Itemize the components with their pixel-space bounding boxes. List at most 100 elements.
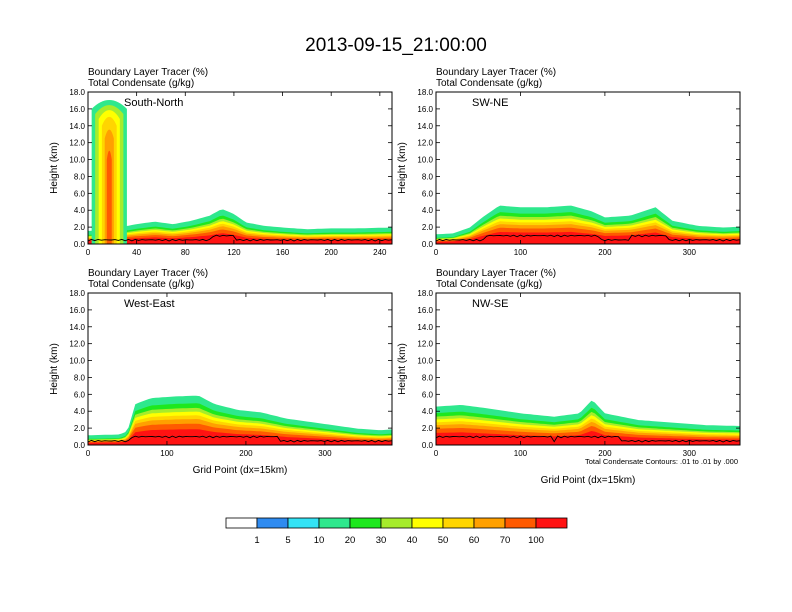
colorbar: 1 5 10 20 30 40 50 60 70 100 (225, 517, 568, 546)
x-tick-label: 0 (434, 449, 439, 458)
y-tick-label: 0.0 (74, 240, 86, 249)
y-tick-label: 14.0 (69, 323, 85, 332)
panel-subtitle: Total Condensate (g/kg) (88, 78, 194, 89)
x-tick-label: 100 (160, 449, 174, 458)
colorbar-label: 20 (345, 535, 356, 546)
x-tick-label: 100 (514, 248, 528, 257)
x-tick-label: 300 (318, 449, 332, 458)
y-tick-label: 10.0 (417, 156, 433, 165)
x-axis-label: Grid Point (dx=15km) (541, 475, 636, 486)
field-layer (436, 205, 740, 244)
panel-1: Boundary Layer Tracer (%)Total Condensat… (49, 67, 393, 257)
x-tick-label: 200 (598, 248, 612, 257)
x-tick-label: 0 (86, 449, 91, 458)
y-tick-label: 8.0 (74, 172, 86, 181)
colorbar-box (287, 517, 320, 529)
y-tick-label: 2.0 (422, 424, 434, 433)
x-tick-label: 200 (325, 248, 339, 257)
plot-frame (435, 91, 741, 245)
panel-subtitle: Total Condensate (g/kg) (436, 279, 542, 290)
field-layer (436, 400, 740, 445)
x-tick-label: 0 (434, 248, 439, 257)
y-tick-label: 6.0 (422, 390, 434, 399)
terrain-line (436, 435, 740, 443)
y-tick-label: 6.0 (74, 390, 86, 399)
panel-subtitle: Total Condensate (g/kg) (88, 279, 194, 290)
y-tick-label: 18.0 (417, 289, 433, 298)
y-tick-label: 14.0 (69, 122, 85, 131)
y-tick-label: 6.0 (422, 189, 434, 198)
y-tick-label: 2.0 (422, 223, 434, 232)
y-axis-label: Height (km) (49, 343, 60, 395)
terrain-line (436, 234, 740, 242)
x-axis-label: Grid Point (dx=15km) (193, 465, 288, 476)
y-axis-label: Height (km) (397, 343, 408, 395)
colorbar-label: 1 (254, 535, 259, 546)
tracer-layer (436, 231, 740, 244)
colorbar-label: 100 (528, 535, 544, 546)
y-tick-label: 18.0 (69, 289, 85, 298)
y-tick-label: 0.0 (422, 441, 434, 450)
panel-subtitle: Total Condensate (g/kg) (436, 78, 542, 89)
colorbar-label: 50 (438, 535, 449, 546)
panel-subtitle: Boundary Layer Tracer (%) (436, 268, 556, 279)
x-tick-label: 80 (181, 248, 190, 257)
y-tick-label: 16.0 (69, 105, 85, 114)
field-layer (88, 395, 392, 445)
y-tick-label: 14.0 (417, 122, 433, 131)
panel-2: Boundary Layer Tracer (%)Total Condensat… (397, 67, 741, 257)
terrain-line (88, 234, 392, 242)
x-tick-label: 200 (239, 449, 253, 458)
colorbar-box (535, 517, 568, 529)
y-tick-label: 12.0 (417, 139, 433, 148)
plot-frame (435, 292, 741, 446)
colorbar-box (318, 517, 351, 529)
colorbar-box (225, 517, 258, 529)
x-tick-label: 100 (514, 449, 528, 458)
colorbar-box (473, 517, 506, 529)
colorbar-label: 60 (469, 535, 480, 546)
y-tick-label: 10.0 (417, 357, 433, 366)
y-tick-label: 12.0 (69, 139, 85, 148)
panel-label: South-North (124, 97, 183, 109)
x-tick-label: 0 (86, 248, 91, 257)
y-tick-label: 16.0 (69, 306, 85, 315)
y-tick-label: 8.0 (422, 373, 434, 382)
y-tick-label: 12.0 (69, 340, 85, 349)
y-tick-label: 0.0 (422, 240, 434, 249)
panel-3: Boundary Layer Tracer (%)Total Condensat… (49, 268, 393, 476)
y-tick-label: 18.0 (417, 88, 433, 97)
plot-frame (87, 91, 393, 245)
y-axis-label: Height (km) (397, 142, 408, 194)
figure-title: 2013-09-15_21:00:00 (305, 35, 487, 56)
tracer-layer (436, 431, 740, 445)
y-tick-label: 4.0 (74, 206, 86, 215)
y-tick-label: 18.0 (69, 88, 85, 97)
y-axis-label: Height (km) (49, 142, 60, 194)
colorbar-label: 30 (376, 535, 387, 546)
x-tick-label: 200 (598, 449, 612, 458)
panel-label: NW-SE (472, 298, 508, 310)
y-tick-label: 4.0 (422, 206, 434, 215)
panel-4: Boundary Layer Tracer (%)Total Condensat… (397, 268, 741, 486)
y-tick-label: 12.0 (417, 340, 433, 349)
colorbar-box (349, 517, 382, 529)
y-tick-label: 10.0 (69, 357, 85, 366)
colorbar-label: 70 (500, 535, 511, 546)
y-tick-label: 6.0 (74, 189, 86, 198)
y-tick-label: 4.0 (74, 407, 86, 416)
panel-subtitle: Boundary Layer Tracer (%) (88, 67, 208, 78)
x-tick-label: 300 (683, 248, 697, 257)
x-tick-label: 240 (373, 248, 387, 257)
y-tick-label: 2.0 (74, 424, 86, 433)
plume-layer (106, 150, 112, 244)
panel-label: SW-NE (472, 97, 508, 109)
colorbar-box (411, 517, 444, 529)
y-tick-label: 8.0 (422, 172, 434, 181)
panel-subtitle: Boundary Layer Tracer (%) (88, 268, 208, 279)
panel-label: West-East (124, 298, 175, 310)
x-tick-label: 40 (132, 248, 141, 257)
x-tick-label: 120 (227, 248, 241, 257)
y-tick-label: 0.0 (74, 441, 86, 450)
